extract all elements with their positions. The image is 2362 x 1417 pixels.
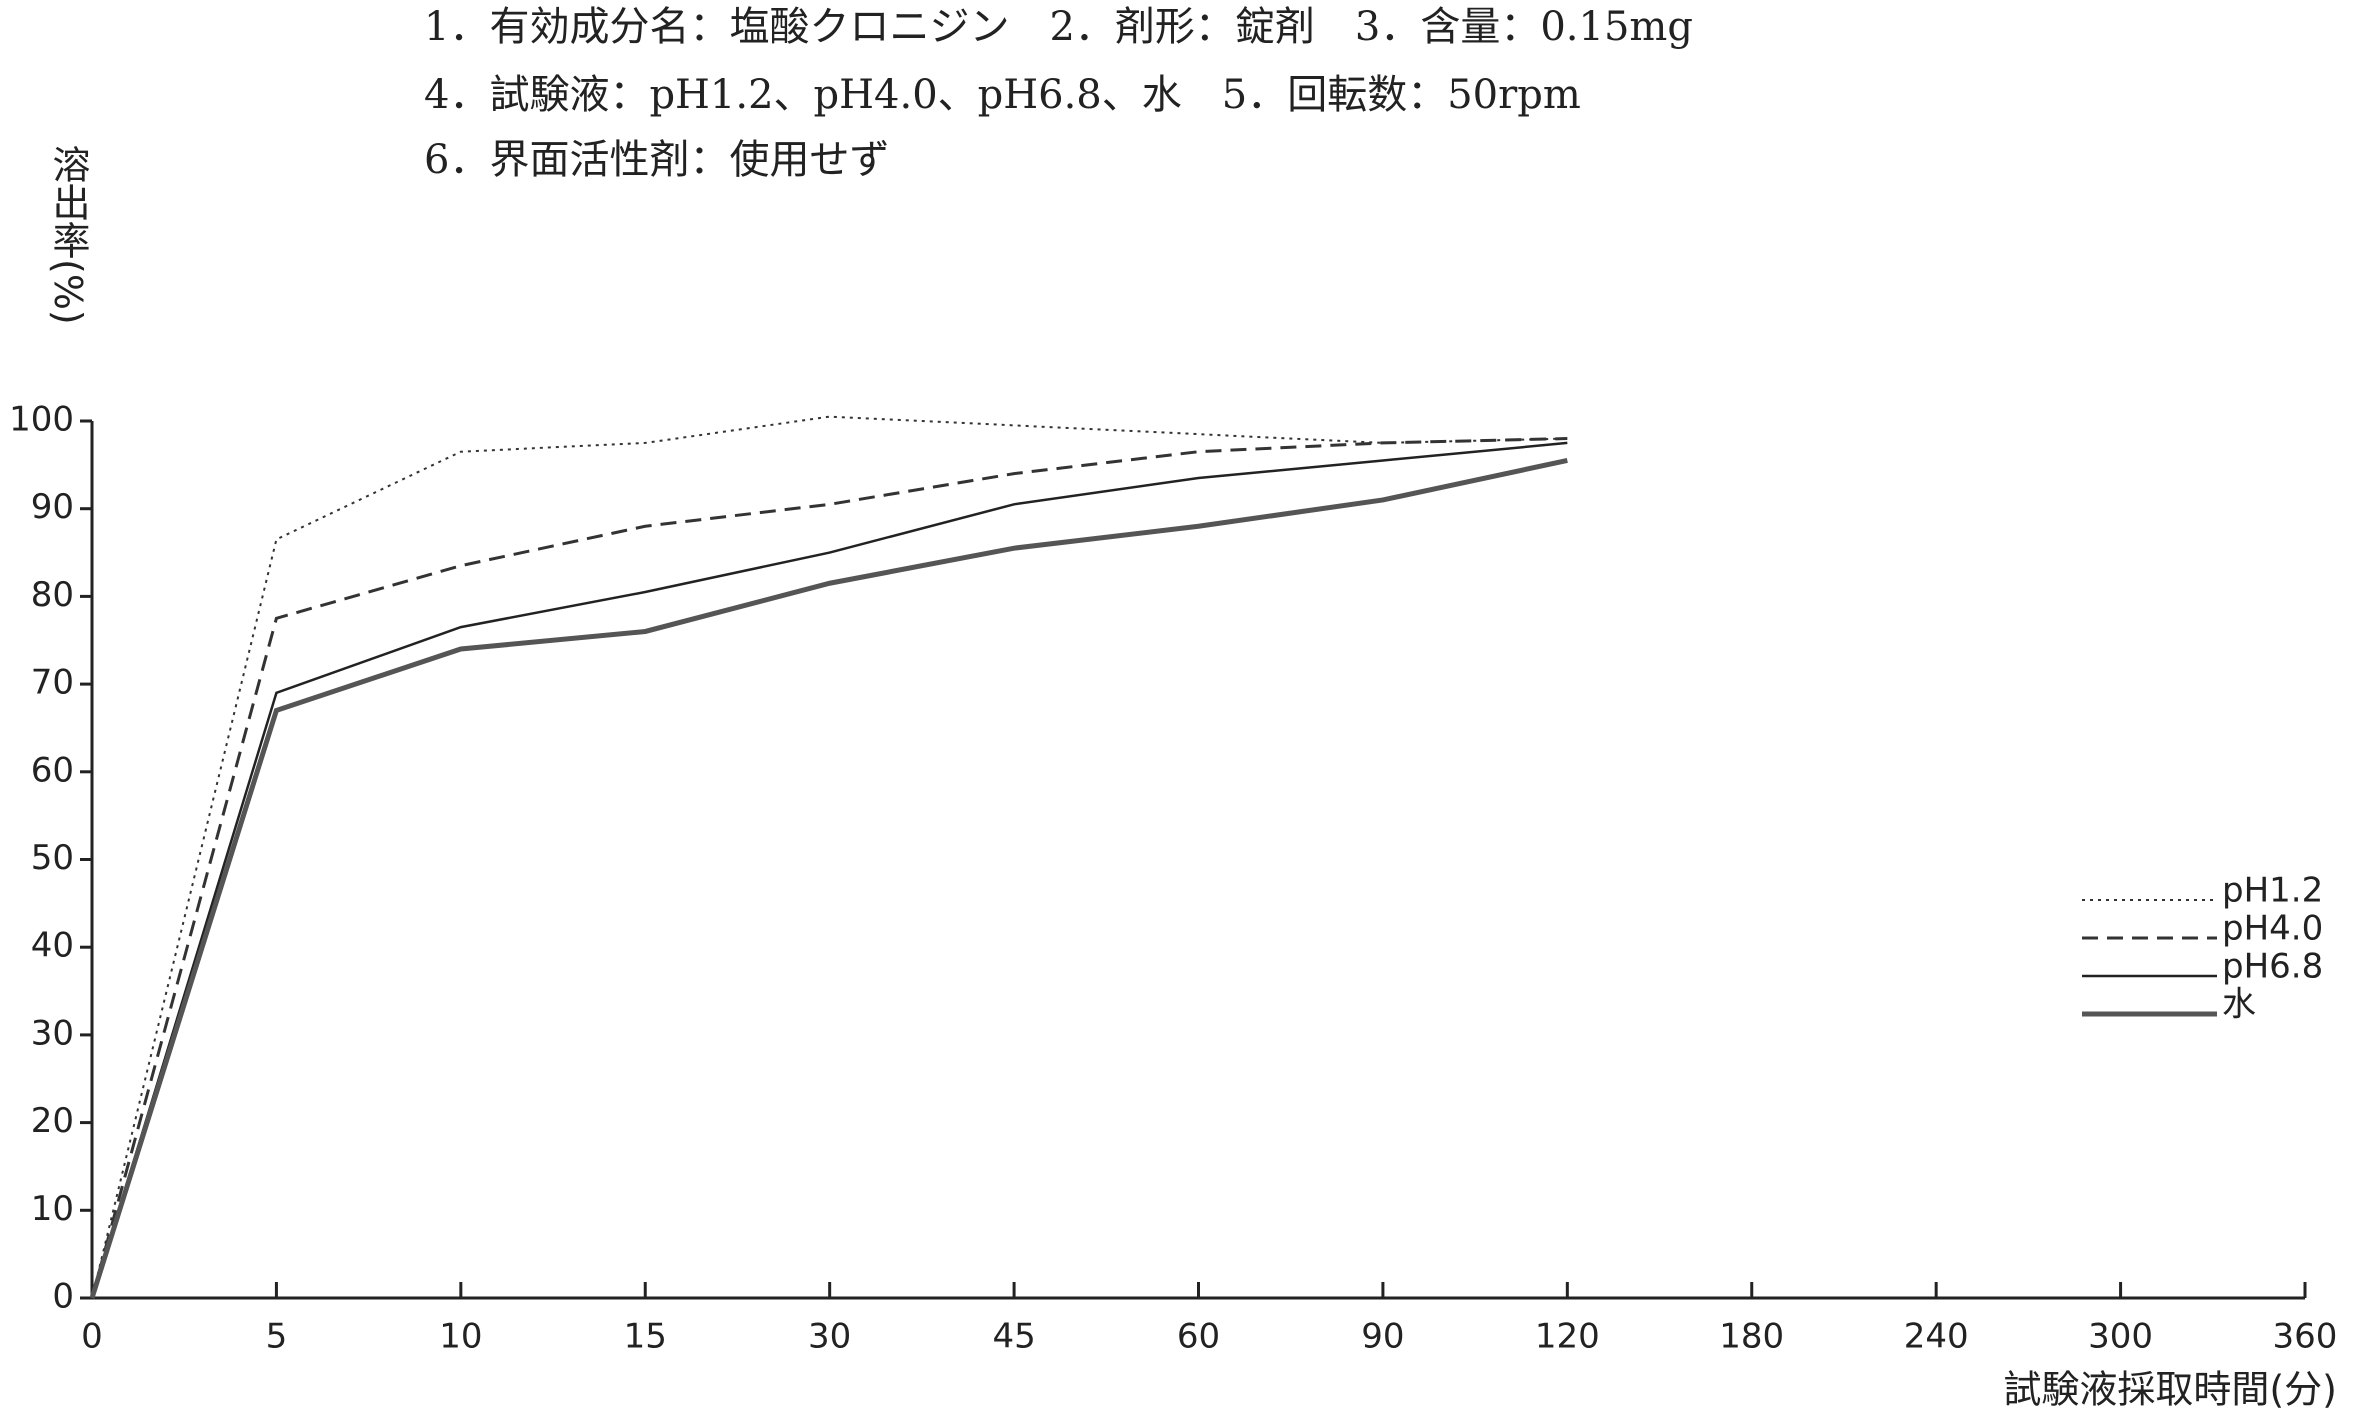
data-line [89, 458, 1568, 1299]
y-tick-label: 0 [52, 1277, 74, 1317]
y-tick-label: 50 [31, 838, 74, 878]
x-tick-label: 120 [1535, 1317, 1600, 1357]
x-tick-label: 5 [266, 1317, 288, 1357]
x-tick-label: 90 [1361, 1317, 1404, 1357]
y-tick-label: 80 [31, 575, 74, 615]
y-tick-label: 30 [31, 1013, 74, 1053]
legend-label: pH6.8 [2222, 947, 2323, 987]
header-line: 1．有効成分名：塩酸クロニジン 2．剤形：錠剤 3．含量：0.15mg [424, 4, 1693, 50]
data-line [90, 437, 1568, 1299]
x-tick-label: 0 [81, 1317, 103, 1357]
x-tick-label: 240 [1904, 1317, 1969, 1357]
y-tick-label: 90 [31, 487, 74, 527]
x-tick-label: 45 [992, 1317, 1035, 1357]
y-tick-label: 70 [31, 663, 74, 703]
x-tick-label: 30 [808, 1317, 851, 1357]
y-tick-label: 20 [31, 1101, 74, 1141]
x-tick-label: 300 [2088, 1317, 2153, 1357]
y-tick-label: 40 [31, 926, 74, 966]
y-tick-label: 10 [31, 1189, 74, 1229]
x-tick-label: 60 [1177, 1317, 1220, 1357]
y-tick-label: 60 [31, 750, 74, 790]
x-tick-label: 360 [2273, 1317, 2338, 1357]
legend-label: pH4.0 [2222, 909, 2323, 949]
legend-label: pH1.2 [2222, 871, 2323, 911]
x-axis-label: 試験液採取時間(分) [2003, 1368, 2337, 1412]
x-tick-label: 15 [624, 1317, 667, 1357]
data-line [91, 415, 1568, 1299]
legend-label: 水 [2222, 985, 2256, 1025]
header-line: 6．界面活性剤：使用せず [424, 137, 889, 183]
x-tick-label: 180 [1719, 1317, 1784, 1357]
header-line: 4．試験液：pH1.2、pH4.0、pH6.8、水 5．回転数：50rpm [424, 72, 1581, 118]
y-axis-label: 溶出率(%) [46, 145, 90, 325]
data-line [90, 441, 1568, 1299]
x-tick-label: 10 [439, 1317, 482, 1357]
y-tick-label: 100 [9, 400, 74, 440]
